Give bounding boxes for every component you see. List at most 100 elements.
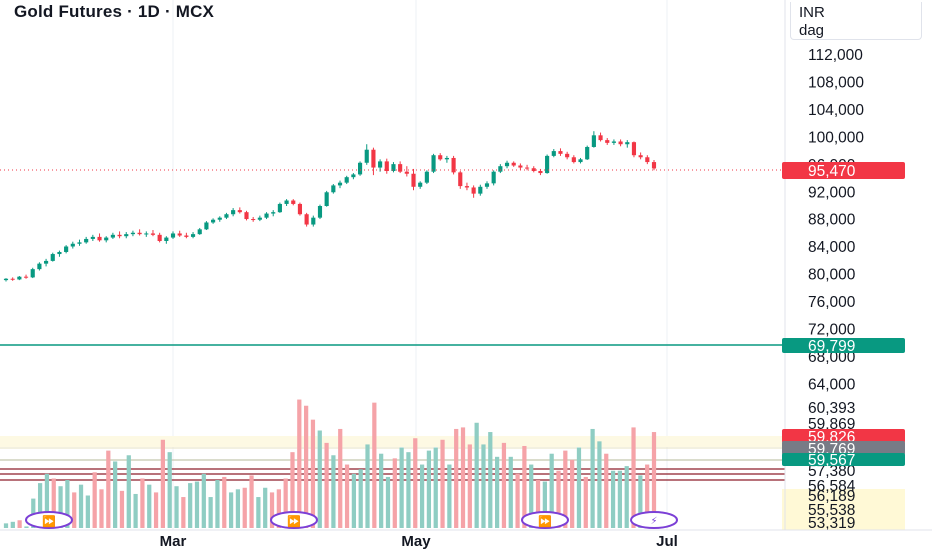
replay-forward-icon[interactable]: ⏩ <box>25 511 73 529</box>
candle <box>137 229 142 236</box>
candle-body <box>351 174 356 178</box>
currency-unit-selector[interactable]: INR dag <box>790 2 922 40</box>
volume-bar <box>276 489 281 528</box>
candle-body <box>104 237 109 241</box>
time-axis[interactable]: Mar May Jul <box>160 533 678 550</box>
candle <box>444 155 449 163</box>
candle-body <box>511 162 516 166</box>
candle-body <box>164 237 169 242</box>
price-axis-label: 76,000 <box>808 294 856 311</box>
price-axis-label: 92,000 <box>808 184 856 201</box>
price-axis-label: 88,000 <box>808 212 856 229</box>
icon-glyph: ⏩ <box>287 515 301 528</box>
candle-body <box>625 142 630 145</box>
volume-axis-label: 55,538 <box>808 502 855 519</box>
volume-bar <box>208 497 213 528</box>
volume-bar <box>447 464 452 528</box>
candle-body <box>117 234 122 237</box>
candle <box>545 154 550 174</box>
level-price-tag: 69,799 <box>782 338 905 355</box>
candle-body <box>431 155 436 172</box>
replay-forward-icon[interactable]: ⏩ <box>270 511 318 529</box>
candle <box>438 153 443 161</box>
candle <box>170 231 176 239</box>
candle-body <box>217 217 222 220</box>
candle-body <box>57 251 62 255</box>
candle <box>531 166 536 173</box>
price-axis[interactable]: 112,000108,000104,000100,00096,00092,000… <box>808 47 864 393</box>
candle-body <box>491 171 496 184</box>
candle <box>90 234 95 242</box>
candle-body <box>10 278 15 280</box>
volume-bar <box>10 521 15 528</box>
volume-bar <box>624 466 629 528</box>
candle <box>311 215 316 227</box>
volume-bar <box>51 478 56 528</box>
volume-bar <box>522 445 527 528</box>
volume-bar <box>433 447 438 528</box>
volume-bar <box>460 427 466 528</box>
candle-body <box>357 162 363 175</box>
candle-body <box>651 162 657 169</box>
volume-bar <box>358 469 363 528</box>
level-price-tag-text: 69,799 <box>808 338 855 355</box>
candle-body <box>545 155 550 174</box>
volume-bar <box>583 476 588 528</box>
volume-axis-label: 56,189 <box>808 488 855 505</box>
unit-label: dag <box>799 22 825 39</box>
candle-body <box>170 233 176 238</box>
volume-bar <box>495 456 500 528</box>
candle <box>144 231 149 237</box>
candle-body <box>211 219 216 223</box>
candle <box>451 155 456 175</box>
volume-axis: 60,393 59,869 57,380 56,584 56,189 55,53… <box>808 400 856 532</box>
candle-body <box>518 165 523 168</box>
candle <box>518 163 523 170</box>
candle-body <box>451 157 456 173</box>
volume-tag-bg <box>782 441 905 455</box>
volume-bar <box>269 492 275 528</box>
candle <box>17 276 22 281</box>
candle <box>344 175 349 185</box>
volume-bar <box>488 432 493 528</box>
candle-body <box>618 141 623 145</box>
candle <box>511 161 516 167</box>
candle-body <box>578 159 583 163</box>
volume-bar <box>344 464 350 528</box>
candle-body <box>97 236 102 241</box>
volume-bar <box>3 523 9 528</box>
volume-bar <box>338 428 343 528</box>
candle <box>625 140 630 148</box>
volume-bar <box>153 492 159 528</box>
volume-bars <box>3 399 657 528</box>
candle <box>204 221 209 231</box>
price-axis-label: 108,000 <box>808 74 864 91</box>
candle-body <box>84 238 89 243</box>
volume-bar <box>413 438 418 528</box>
candle-body <box>184 235 189 237</box>
volume-bar <box>113 461 118 528</box>
volume-bar <box>78 484 84 528</box>
candle <box>231 208 236 217</box>
replay-forward-icon[interactable]: ⏩ <box>521 511 569 529</box>
candle <box>464 182 470 191</box>
volume-bar <box>631 427 636 528</box>
highlight-band <box>0 436 905 447</box>
volume-bar <box>385 476 391 528</box>
highlight-band-label-bg <box>782 489 905 530</box>
candle-body <box>304 214 309 225</box>
candle <box>190 232 196 239</box>
candle <box>631 141 637 158</box>
candle <box>317 204 323 220</box>
candle-body <box>237 210 242 213</box>
last-price-tag: 95,470 <box>782 162 905 180</box>
candle <box>605 138 610 145</box>
candle-body <box>598 135 603 141</box>
candle <box>251 216 256 222</box>
lightning-icon[interactable]: ⚡ <box>630 511 678 529</box>
candle <box>525 164 530 171</box>
candle <box>571 155 576 164</box>
candle <box>70 241 75 249</box>
candle <box>197 227 202 235</box>
